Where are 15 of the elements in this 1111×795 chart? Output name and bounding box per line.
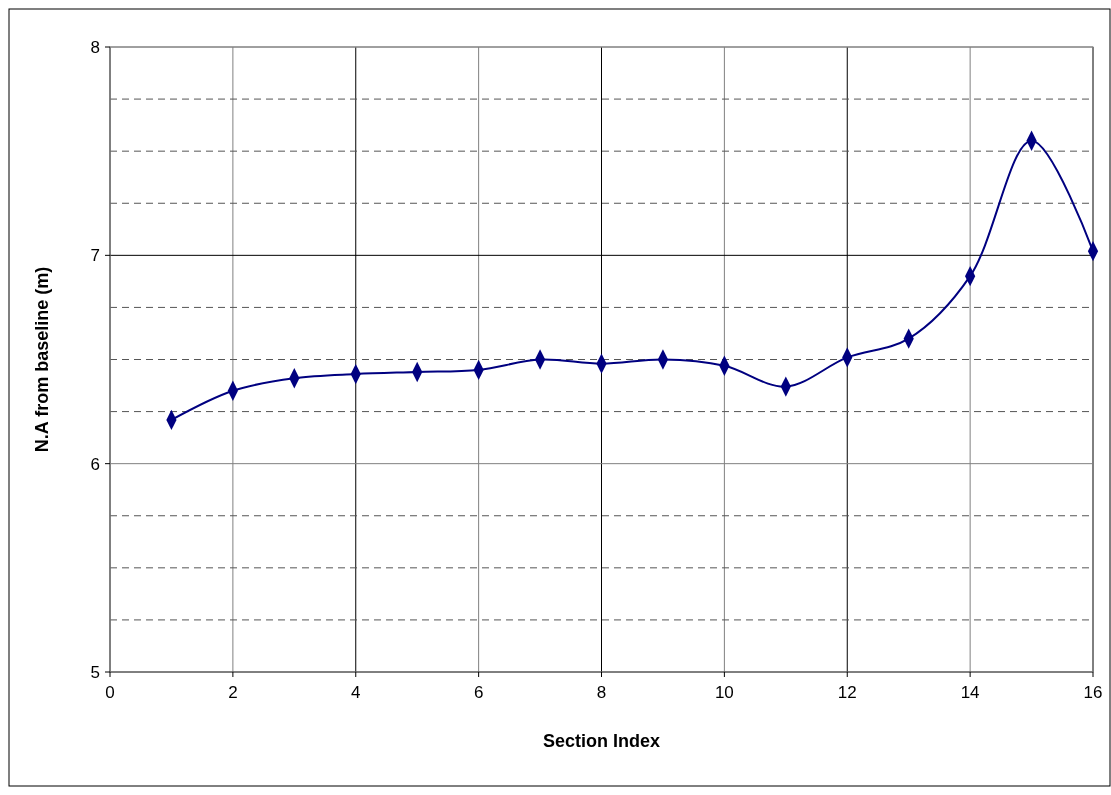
x-tick-label: 4 [351,683,361,702]
x-tick-label: 2 [228,683,238,702]
x-axis-title: Section Index [542,731,661,751]
y-tick-label: 7 [90,246,100,266]
x-tick-label: 14 [960,683,980,702]
x-tick-label: 12 [837,683,857,702]
x-tick-label: 8 [596,683,607,702]
x-tick-label: 0 [105,683,115,702]
y-axis-title: N.A from baseline (m) [32,266,52,453]
y-tick-label: 6 [90,454,100,474]
x-tick-label: 10 [714,683,734,702]
y-tick-label: 5 [90,662,100,682]
x-tick-label: 6 [473,683,484,702]
y-tick-label: 8 [90,37,100,57]
x-tick-label: 16 [1083,683,1103,702]
